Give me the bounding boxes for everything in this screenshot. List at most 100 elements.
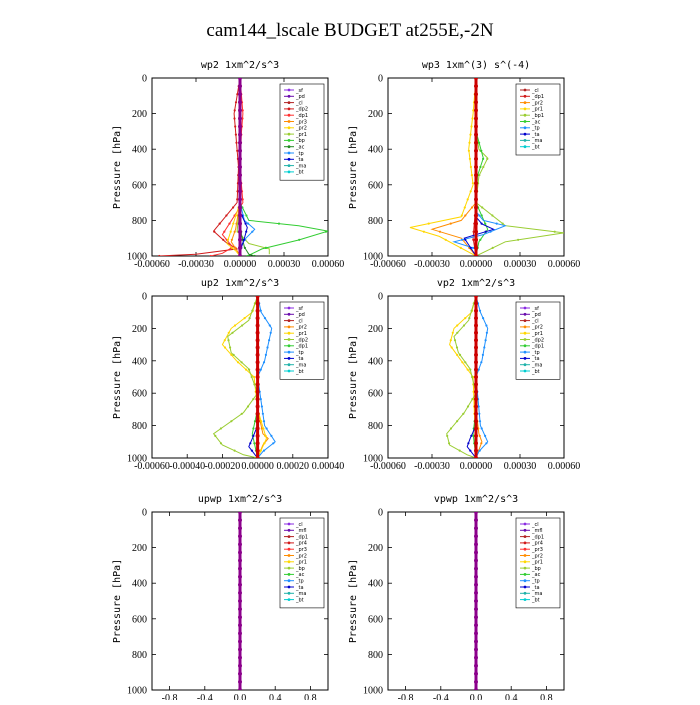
series-marker	[491, 246, 494, 249]
plot-title: wp2 1xm^2/s^3	[201, 60, 279, 71]
x-tick-label: 0.8	[304, 693, 317, 700]
series-marker	[251, 309, 254, 312]
series-marker	[422, 230, 425, 233]
x-tick-label: 0.00060	[312, 259, 345, 270]
series-marker	[243, 317, 246, 320]
series-marker	[246, 254, 249, 256]
legend-marker	[287, 312, 291, 316]
legend-marker	[287, 107, 291, 111]
zero-line-marker	[255, 441, 260, 446]
legend: _cl_mfl_dp1_pr4_pr3_pr2_pr1_bp_ac_tp_ta_…	[279, 517, 325, 609]
legend-label: _ac	[295, 572, 305, 578]
legend-marker	[287, 325, 291, 329]
zero-line-marker	[474, 84, 478, 89]
legend-label: _bp	[531, 566, 541, 572]
series-marker	[468, 317, 471, 320]
legend-marker	[287, 319, 291, 322]
series-marker	[456, 353, 459, 356]
series-marker	[223, 230, 226, 233]
zero-line-marker	[255, 308, 260, 313]
zero-line-marker	[238, 688, 242, 690]
series-marker	[236, 198, 239, 201]
legend: _cl_dp1_pr2_pr1_bp1_ac_tp_ta_ma_bt	[515, 83, 561, 156]
zero-line-marker	[474, 360, 478, 365]
legend-label: _pr1	[295, 560, 307, 566]
series-marker	[233, 324, 237, 327]
series-marker	[252, 427, 255, 430]
series-marker	[480, 149, 483, 152]
legend-label: _ac	[531, 119, 541, 125]
y-tick-label: 200	[368, 324, 383, 335]
series-marker	[491, 214, 494, 217]
legend-label: _dp2	[295, 107, 308, 113]
x-tick-label: -0.00060	[370, 259, 406, 270]
zero-line-marker	[474, 205, 478, 210]
series-marker	[228, 222, 231, 225]
series-marker	[484, 230, 487, 233]
series-marker	[230, 353, 233, 356]
y-tick-label: 200	[132, 109, 147, 120]
y-tick-label: 1000	[127, 454, 147, 465]
legend-label: _ta	[295, 585, 304, 591]
zero-line-marker	[238, 663, 242, 668]
series-marker	[455, 346, 459, 349]
series-marker	[231, 331, 234, 334]
y-tick-label: 600	[368, 614, 383, 625]
zero-line-marker	[474, 411, 478, 416]
zero-line-marker	[474, 590, 478, 595]
y-axis-label: Pressure [hPa]	[112, 125, 123, 209]
zero-line-marker	[474, 671, 478, 676]
legend-marker	[287, 170, 291, 174]
series-marker	[485, 442, 488, 445]
zero-line-marker	[238, 229, 242, 234]
series-marker	[232, 353, 235, 356]
legend-label: _ta	[531, 585, 540, 591]
series-marker	[236, 93, 239, 96]
legend: _sf_pd_cl_pr2_pr1_dp2_dp1_tp_ta_ma_bt	[279, 301, 325, 380]
series-marker	[470, 174, 473, 177]
legend-label: _pr1	[531, 107, 543, 113]
y-tick-label: 0	[378, 508, 383, 519]
legend-marker	[287, 331, 291, 335]
series-marker	[298, 238, 301, 241]
series-marker	[468, 141, 471, 144]
zero-line-marker	[474, 108, 478, 113]
series-marker	[451, 331, 454, 334]
series-marker	[244, 222, 247, 225]
zero-line-marker	[238, 542, 242, 547]
series-marker	[234, 214, 237, 217]
series-marker	[450, 346, 453, 349]
zero-line-marker	[238, 518, 242, 523]
legend-label: _pr1	[531, 560, 543, 566]
legend-label: _pr2	[295, 325, 307, 331]
legend-label: _ta	[531, 132, 540, 138]
y-tick-label: 0	[142, 508, 147, 519]
legend-marker	[287, 139, 291, 142]
series-marker	[466, 368, 469, 371]
series-marker	[230, 420, 233, 423]
series-marker	[268, 339, 271, 342]
zero-line-marker	[474, 221, 478, 226]
chart-panel-1: wp2 1xm^2/s^3 Pressure [hPa] 0 200 400 600 800…	[112, 60, 344, 270]
y-tick-label: 1000	[363, 454, 383, 465]
legend-label: _tp	[295, 151, 304, 157]
legend-marker	[523, 547, 527, 551]
y-tick-label: 400	[132, 145, 147, 156]
legend-marker	[523, 535, 527, 538]
zero-line-marker	[238, 512, 242, 514]
x-tick-label: 0.00060	[548, 259, 581, 270]
legend-marker	[523, 319, 527, 322]
zero-line-marker	[474, 323, 478, 328]
zero-line-marker	[255, 345, 260, 350]
series-marker	[262, 420, 266, 423]
zero-line-marker	[238, 671, 242, 676]
zero-line-marker	[474, 582, 478, 587]
series-marker	[240, 361, 243, 364]
chart-panel-5: upwp 1xm^2/s^3 Pressure [hPa] 0 200 400 600 80…	[112, 494, 329, 704]
legend-label: _ma	[531, 138, 542, 144]
zero-line-marker	[474, 607, 478, 612]
x-tick-label: 0.00030	[504, 461, 537, 472]
zero-line-marker	[255, 389, 260, 394]
legend-marker	[287, 591, 291, 595]
legend-label: _pr3	[295, 119, 307, 125]
